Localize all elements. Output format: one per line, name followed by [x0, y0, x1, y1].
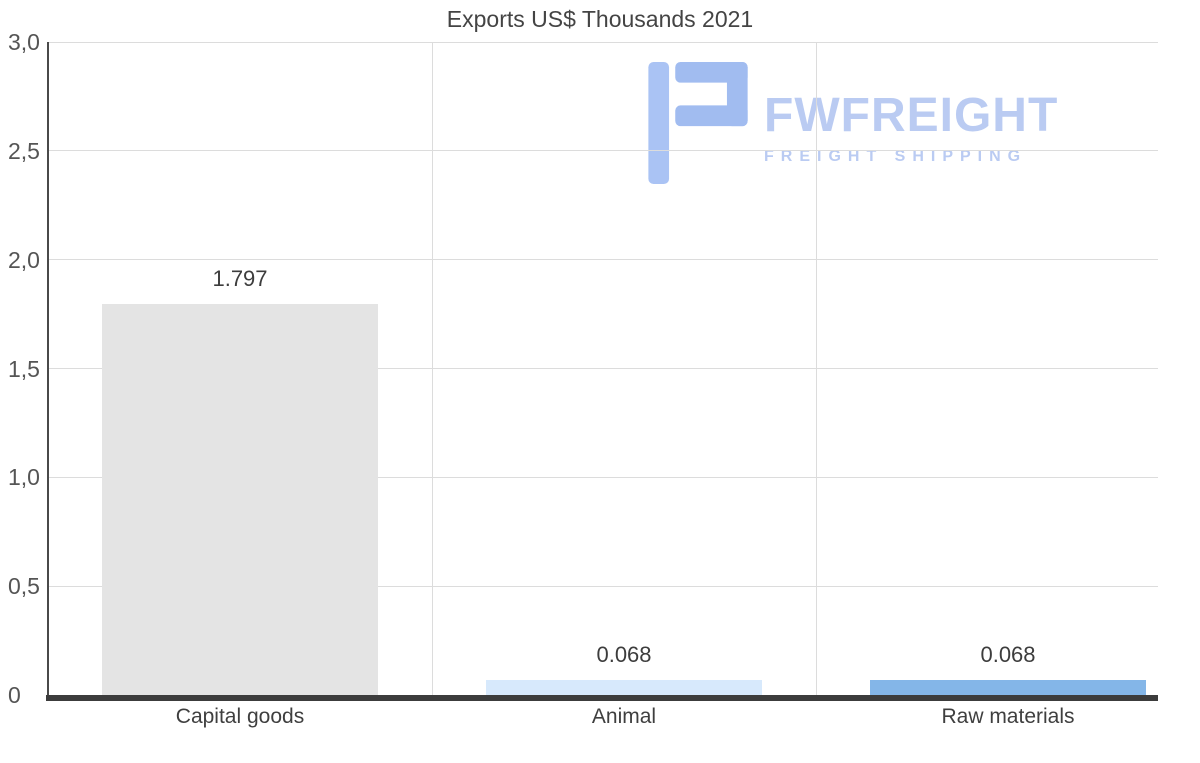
bar-animal[interactable]	[486, 680, 762, 695]
y-tick-label: 3,0	[8, 29, 40, 55]
x-category-label: Capital goods	[175, 705, 305, 728]
gridline-vertical	[432, 42, 433, 695]
y-axis-line	[47, 42, 49, 701]
watermark-logo: FWFREIGHT FREIGHT SHIPPING	[648, 62, 1127, 184]
y-tick-label: 1,5	[8, 355, 40, 382]
y-tick-label: 0	[8, 682, 21, 708]
gridline-vertical	[816, 42, 817, 695]
bar-raw-materials[interactable]	[870, 680, 1146, 695]
gridline-horizontal	[48, 150, 1158, 152]
y-tick-label: 2,5	[8, 137, 40, 164]
bar-value-label: 0.068	[980, 642, 1036, 668]
y-tick-label: 2,0	[8, 246, 40, 273]
y-tick-label: 0,5	[8, 573, 40, 600]
gridline-horizontal	[48, 368, 1158, 369]
bar-value-label: 0.068	[596, 642, 652, 668]
bar-value-label: 1.797	[212, 265, 268, 291]
brand-tagline: FREIGHT SHIPPING	[764, 148, 1028, 165]
freight-logo-icon	[648, 62, 748, 184]
brand-name: FWFREIGHT	[764, 89, 1059, 142]
gridline-horizontal	[48, 259, 1158, 261]
bar-capital-goods[interactable]	[102, 303, 378, 695]
chart-title: Exports US$ Thousands 2021	[446, 6, 754, 32]
gridline-horizontal	[48, 41, 1158, 43]
x-category-label: Raw materials	[941, 705, 1075, 728]
x-axis-line	[46, 695, 1158, 701]
x-category-label: Animal	[591, 705, 657, 728]
gridline-horizontal	[48, 476, 1158, 478]
y-tick-label: 1,0	[8, 464, 40, 491]
watermark-text: FWFREIGHT FREIGHT SHIPPING	[764, 92, 1127, 166]
gridline-horizontal	[48, 585, 1158, 587]
